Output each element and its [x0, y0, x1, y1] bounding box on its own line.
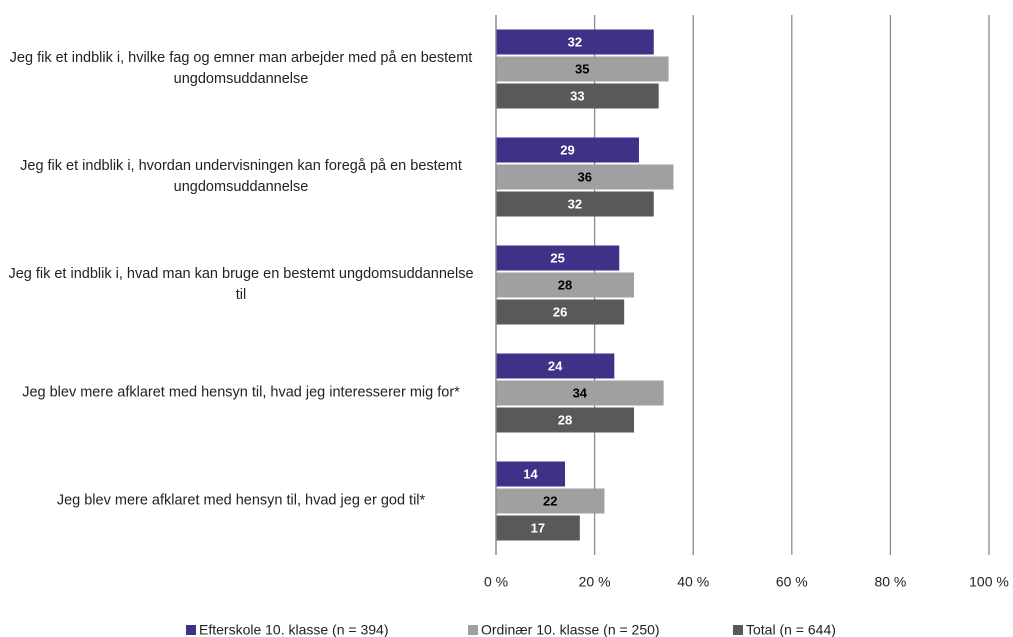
- value-label: 33: [570, 88, 584, 103]
- value-label: 36: [578, 169, 592, 184]
- bar: [496, 353, 615, 379]
- value-label: 22: [543, 493, 557, 508]
- value-label: 28: [558, 277, 572, 292]
- bar: [496, 515, 580, 541]
- x-tick-label: 100 %: [969, 574, 1009, 590]
- category-label: Jeg fik et indblik i, hvilke fag og emne…: [9, 50, 473, 87]
- bar: [496, 245, 620, 271]
- legend-label: Total (n = 644): [746, 622, 836, 637]
- category-label: Jeg blev mere afklaret med hensyn til, h…: [56, 492, 426, 509]
- bar: [496, 272, 635, 298]
- value-label: 14: [523, 466, 538, 481]
- value-label: 34: [573, 385, 588, 400]
- legend-label: Ordinær 10. klasse (n = 250): [481, 622, 660, 637]
- category-label: Jeg fik et indblik i, hvordan undervisni…: [20, 158, 462, 195]
- value-label: 32: [568, 196, 582, 211]
- value-label: 26: [553, 304, 567, 319]
- legend-swatch: [186, 625, 196, 635]
- legend-swatch: [733, 625, 743, 635]
- x-tick-label: 20 %: [579, 574, 611, 590]
- bar: [496, 407, 635, 433]
- value-label: 24: [548, 358, 563, 373]
- bar: [496, 488, 605, 514]
- category-label: Jeg fik et indblik i, hvad man kan bruge…: [8, 266, 474, 303]
- x-tick-label: 0 %: [484, 574, 508, 590]
- value-label: 32: [568, 34, 582, 49]
- bar: [496, 380, 664, 406]
- bar: [496, 191, 654, 217]
- bar: [496, 137, 639, 163]
- category-label: Jeg blev mere afklaret med hensyn til, h…: [22, 384, 460, 401]
- x-tick-label: 60 %: [776, 574, 808, 590]
- bar: [496, 56, 669, 82]
- legend-label: Efterskole 10. klasse (n = 394): [199, 622, 389, 637]
- value-label: 28: [558, 412, 572, 427]
- legend-swatch: [468, 625, 478, 635]
- value-label: 17: [531, 520, 545, 535]
- value-label: 25: [550, 250, 564, 265]
- bar: [496, 461, 566, 487]
- value-label: 35: [575, 61, 589, 76]
- bar: [496, 83, 659, 109]
- value-label: 29: [560, 142, 574, 157]
- x-tick-label: 40 %: [677, 574, 709, 590]
- bar: [496, 164, 674, 190]
- bar: [496, 299, 625, 325]
- bar: [496, 29, 654, 55]
- x-tick-label: 80 %: [874, 574, 906, 590]
